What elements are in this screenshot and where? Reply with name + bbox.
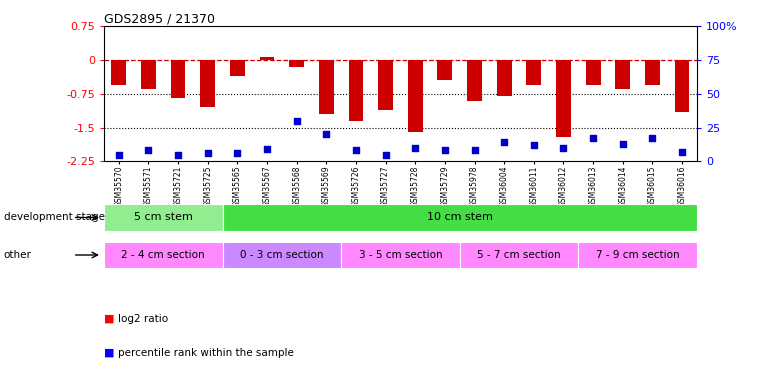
Bar bbox=[497, 60, 511, 96]
Bar bbox=[200, 60, 215, 107]
Bar bbox=[341, 242, 460, 268]
Bar bbox=[319, 60, 333, 114]
Bar bbox=[408, 60, 423, 132]
Point bbox=[587, 135, 599, 141]
Text: 3 - 5 cm section: 3 - 5 cm section bbox=[359, 250, 442, 260]
Bar bbox=[467, 60, 482, 100]
Text: 5 cm stem: 5 cm stem bbox=[134, 213, 192, 222]
Text: GDS2895 / 21370: GDS2895 / 21370 bbox=[104, 12, 215, 25]
Bar bbox=[349, 60, 363, 121]
Bar bbox=[223, 242, 341, 268]
Bar bbox=[675, 60, 689, 112]
Text: ■: ■ bbox=[104, 348, 115, 357]
Bar bbox=[223, 204, 697, 231]
Bar bbox=[556, 60, 571, 137]
Bar bbox=[437, 60, 452, 80]
Bar bbox=[259, 57, 274, 60]
Point bbox=[557, 145, 570, 151]
Text: 10 cm stem: 10 cm stem bbox=[427, 213, 493, 222]
Bar bbox=[171, 60, 186, 98]
Bar bbox=[645, 60, 660, 85]
Point bbox=[202, 150, 214, 156]
Point bbox=[646, 135, 658, 141]
Bar bbox=[112, 60, 126, 85]
Bar bbox=[460, 242, 578, 268]
Bar bbox=[378, 60, 393, 110]
Bar bbox=[104, 204, 223, 231]
Point bbox=[172, 152, 184, 157]
Point bbox=[617, 141, 629, 147]
Text: 5 - 7 cm section: 5 - 7 cm section bbox=[477, 250, 561, 260]
Text: log2 ratio: log2 ratio bbox=[118, 314, 168, 324]
Point bbox=[320, 131, 333, 137]
Point bbox=[350, 147, 362, 153]
Point bbox=[142, 147, 155, 153]
Point bbox=[409, 145, 421, 151]
Point bbox=[498, 140, 511, 146]
Point bbox=[380, 152, 392, 157]
Bar bbox=[141, 60, 156, 89]
Bar bbox=[290, 60, 304, 67]
Text: development stage: development stage bbox=[4, 213, 105, 222]
Point bbox=[290, 118, 303, 124]
Bar bbox=[586, 60, 601, 85]
Text: 7 - 9 cm section: 7 - 9 cm section bbox=[596, 250, 679, 260]
Point bbox=[231, 150, 243, 156]
Bar bbox=[615, 60, 630, 89]
Point bbox=[261, 146, 273, 152]
Point bbox=[676, 149, 688, 155]
Bar bbox=[104, 242, 223, 268]
Text: other: other bbox=[4, 250, 32, 260]
Bar bbox=[578, 242, 697, 268]
Point bbox=[439, 147, 451, 153]
Bar bbox=[230, 60, 245, 76]
Text: 2 - 4 cm section: 2 - 4 cm section bbox=[122, 250, 205, 260]
Text: ■: ■ bbox=[104, 314, 115, 324]
Point bbox=[527, 142, 540, 148]
Text: percentile rank within the sample: percentile rank within the sample bbox=[118, 348, 293, 357]
Point bbox=[112, 152, 125, 157]
Text: 0 - 3 cm section: 0 - 3 cm section bbox=[240, 250, 323, 260]
Bar bbox=[527, 60, 541, 85]
Point bbox=[468, 147, 480, 153]
